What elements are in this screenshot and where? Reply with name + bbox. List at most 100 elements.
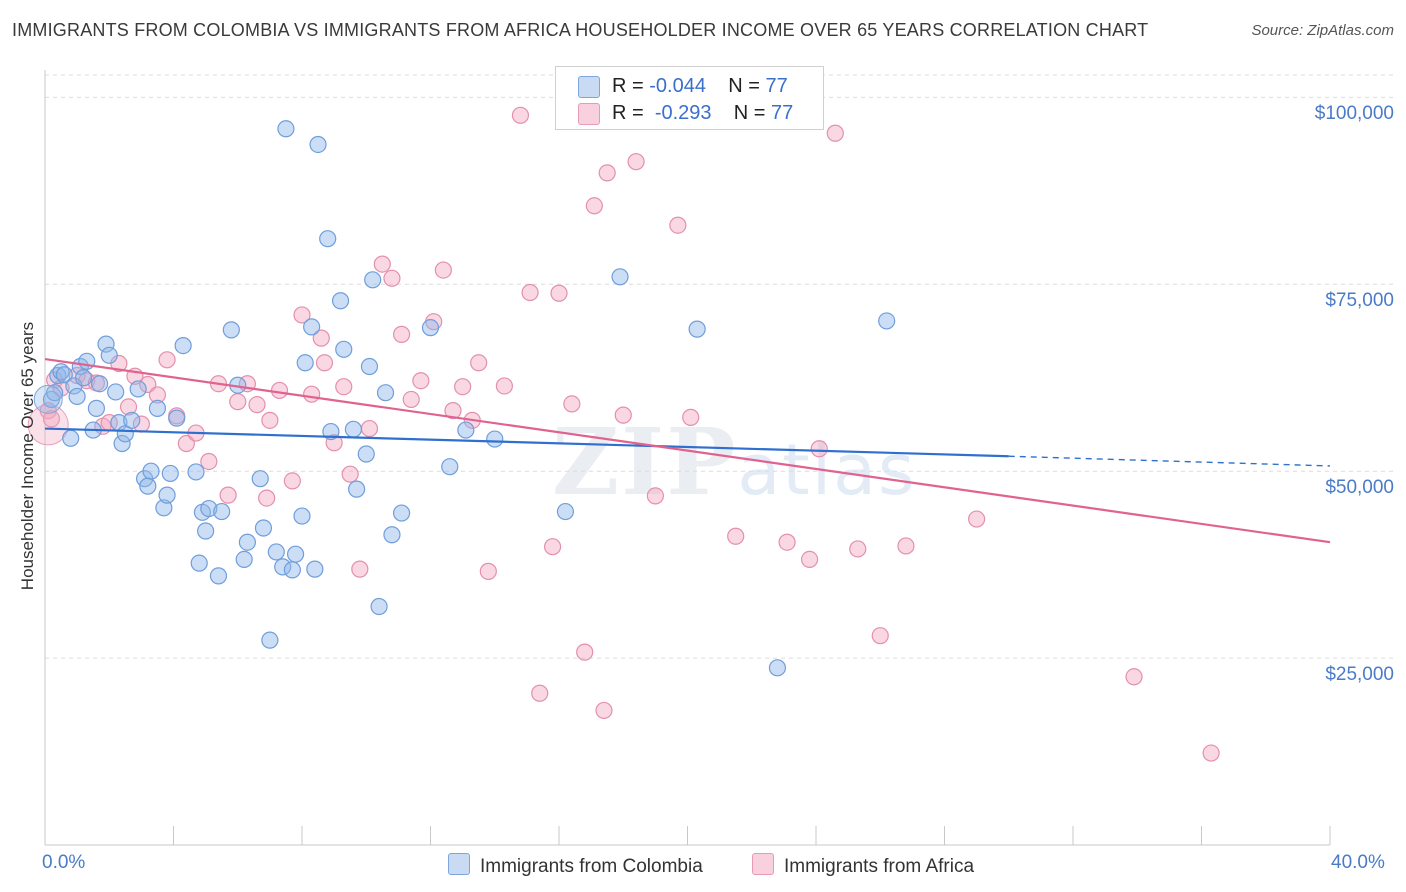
colombia-point xyxy=(768,659,787,677)
colombia-point xyxy=(55,366,73,384)
africa-point xyxy=(897,537,915,555)
africa-point xyxy=(826,124,844,142)
colombia-point xyxy=(68,387,86,406)
africa-point xyxy=(1125,668,1143,686)
africa-point xyxy=(614,406,632,424)
africa-point xyxy=(270,381,289,400)
africa-point xyxy=(229,393,247,411)
africa-point xyxy=(261,411,279,429)
colombia-point xyxy=(283,561,301,579)
colombia-point xyxy=(611,268,629,286)
n-value: 77 xyxy=(771,102,794,124)
colombia-point xyxy=(556,502,575,521)
colombia-point xyxy=(139,477,157,495)
colombia-point xyxy=(174,336,192,355)
y-tick-label: $50,000 xyxy=(1325,477,1394,499)
colombia-point xyxy=(383,526,401,544)
africa-point xyxy=(1202,744,1220,762)
colombia-point xyxy=(91,375,109,393)
colombia-point xyxy=(129,380,147,398)
x-tick-label-min: 0.0% xyxy=(42,852,86,873)
africa-point xyxy=(669,216,687,234)
colombia-point xyxy=(360,357,379,376)
source-label: Source: ZipAtlas.com xyxy=(1251,22,1394,39)
africa-point xyxy=(871,627,889,645)
africa-point xyxy=(219,486,237,504)
colombia-point xyxy=(357,445,375,463)
colombia-points xyxy=(33,120,896,677)
r-label: R = xyxy=(612,75,644,97)
colombia-point xyxy=(331,292,350,310)
colombia-point xyxy=(161,464,179,483)
colombia-point xyxy=(303,318,321,336)
legend-label-colombia: Immigrants from Colombia xyxy=(480,856,703,877)
africa-point xyxy=(495,377,513,395)
colombia-point xyxy=(392,504,411,522)
colombia-point xyxy=(286,545,305,563)
africa-point xyxy=(200,452,218,471)
colombia-point xyxy=(158,486,176,504)
colombia-point xyxy=(457,421,475,439)
africa-point xyxy=(543,538,562,556)
africa-point xyxy=(576,643,594,661)
y-axis-label: Householder Income Over 65 years xyxy=(18,321,37,591)
colombia-point xyxy=(274,558,292,576)
colombia-point xyxy=(123,411,141,429)
colombia-point xyxy=(306,560,324,578)
colombia-point xyxy=(235,550,253,569)
colombia-point xyxy=(52,363,70,381)
africa-point xyxy=(479,562,497,580)
colombia-point xyxy=(878,312,896,330)
colombia-point xyxy=(421,319,440,337)
africa-point xyxy=(325,434,343,452)
africa-point xyxy=(158,351,176,369)
africa-point xyxy=(585,197,603,215)
y-tick-label: $75,000 xyxy=(1325,290,1394,312)
colombia-point xyxy=(187,463,205,481)
africa-point xyxy=(360,419,379,438)
chart-title: IMMIGRANTS FROM COLOMBIA VS IMMIGRANTS F… xyxy=(12,20,1149,40)
africa-point xyxy=(563,395,581,413)
colombia-point xyxy=(277,120,295,138)
colombia-point xyxy=(155,499,173,517)
africa-point xyxy=(778,533,796,551)
africa-point xyxy=(434,261,452,279)
africa-swatch xyxy=(752,853,774,875)
africa-point xyxy=(258,489,276,507)
africa-point xyxy=(341,465,359,483)
africa-point xyxy=(521,283,539,302)
colombia-point xyxy=(348,480,366,498)
colombia-point xyxy=(486,430,504,448)
bottom-legend-africa: Immigrants from Africa xyxy=(752,853,974,878)
y-tick-label: $100,000 xyxy=(1314,103,1394,125)
legend-label-africa: Immigrants from Africa xyxy=(784,856,975,877)
colombia-point xyxy=(113,434,131,453)
africa-point xyxy=(248,396,266,414)
colombia-point xyxy=(148,399,167,417)
n-label: N = xyxy=(733,102,766,124)
colombia-point xyxy=(319,230,337,248)
grid-lines xyxy=(45,74,1395,659)
axes xyxy=(44,70,1331,846)
africa-point xyxy=(412,372,430,390)
africa-point xyxy=(511,106,530,124)
africa-point xyxy=(335,378,353,396)
colombia-point xyxy=(142,462,160,480)
africa-point xyxy=(303,385,321,403)
africa-point xyxy=(800,550,819,569)
colombia-point xyxy=(251,470,269,488)
colombia-point xyxy=(376,384,395,402)
colombia-point-cluster xyxy=(33,384,63,414)
colombia-point xyxy=(197,522,215,540)
africa-point xyxy=(392,325,411,343)
colombia-point xyxy=(97,335,115,353)
africa-point xyxy=(598,164,616,182)
colombia-swatch xyxy=(448,853,470,875)
y-axis-label-wrap: Householder Income Over 65 years xyxy=(16,300,40,620)
legend-text-colombia: R = -0.044 N = 77 xyxy=(612,75,788,98)
africa-point xyxy=(444,402,462,420)
legend-text-africa: R = -0.293 N = 77 xyxy=(612,102,793,125)
n-label: N = xyxy=(728,75,760,97)
africa-point xyxy=(531,684,549,702)
africa-swatch xyxy=(578,103,600,125)
